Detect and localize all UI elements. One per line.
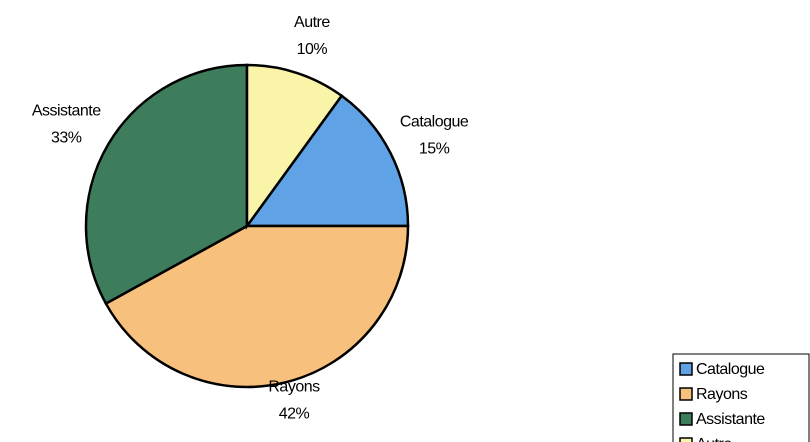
legend-swatch — [679, 437, 693, 442]
legend-label: Autre — [696, 436, 732, 442]
slice-label: Rayons — [268, 379, 320, 396]
legend-box — [672, 353, 810, 442]
pie-slice — [104, 224, 410, 389]
slice-value-label: 42% — [279, 406, 310, 423]
slice-value-label: 33% — [51, 129, 82, 146]
legend: Catalogue Rayons Assistante Autre — [672, 353, 810, 442]
pie-slice — [244, 94, 410, 228]
slice-label: Assistante — [32, 102, 101, 119]
slice-value-label: 15% — [419, 140, 450, 157]
legend-label: Catalogue — [696, 361, 765, 378]
slice-value-label: 10% — [297, 41, 328, 58]
legend-swatch — [679, 387, 693, 401]
legend-swatch — [679, 362, 693, 376]
slice-label: Catalogue — [400, 113, 469, 130]
slice-label: Autre — [294, 14, 330, 31]
legend-label: Rayons — [696, 386, 748, 403]
pie-slice — [84, 63, 249, 306]
pie-slice — [245, 63, 344, 230]
legend-label: Assistante — [696, 411, 765, 428]
legend-swatch — [679, 412, 693, 426]
